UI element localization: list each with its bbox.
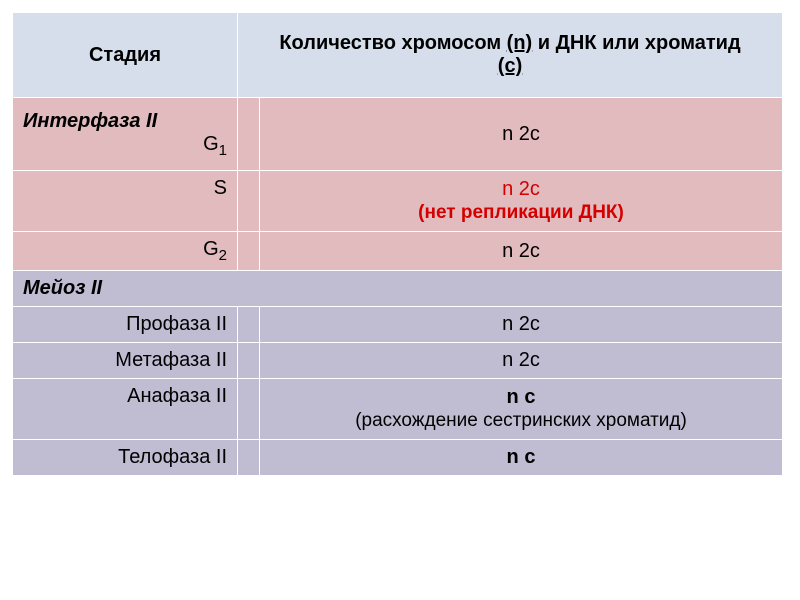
cell-prophase-stage: Профаза II xyxy=(13,307,238,343)
s-label: S xyxy=(214,177,227,199)
anaphase-label: Анафаза II xyxy=(127,385,227,407)
cell-s-value: n 2c (нет репликации ДНК) xyxy=(260,171,783,232)
anaphase-value: n c xyxy=(507,386,536,408)
cell-g1-stage: Интерфаза II G1 xyxy=(13,98,238,171)
cell-telophase-value: n c xyxy=(260,440,783,476)
row-prophase: Профаза II n 2c xyxy=(13,307,783,343)
s-value: n 2c xyxy=(502,178,540,200)
row-anaphase: Анафаза II n c (расхождение сестринских … xyxy=(13,379,783,440)
telophase-value: n c xyxy=(507,446,536,468)
cell-s-stage: S xyxy=(13,171,238,232)
header-stage-text: Стадия xyxy=(89,44,161,66)
header-value: Количество хромосом (n) и ДНК или хромат… xyxy=(238,13,783,98)
anaphase-note: (расхождение сестринских хроматид) xyxy=(355,410,687,431)
cell-g2-value: n 2c xyxy=(260,232,783,271)
meiosis-title-cell: Мейоз II xyxy=(13,271,783,307)
meiosis-table: Стадия Количество хромосом (n) и ДНК или… xyxy=(12,12,783,476)
g2-label-main: G xyxy=(203,238,219,260)
cell-g2-spacer xyxy=(238,232,260,271)
cell-g2-stage: G2 xyxy=(13,232,238,271)
row-metaphase: Метафаза II n 2c xyxy=(13,343,783,379)
header-stage: Стадия xyxy=(13,13,238,98)
g1-label-main: G xyxy=(203,133,219,155)
cell-metaphase-spacer xyxy=(238,343,260,379)
row-meiosis-title: Мейоз II xyxy=(13,271,783,307)
cell-g1-spacer xyxy=(238,98,260,171)
cell-telophase-spacer xyxy=(238,440,260,476)
s-note: (нет репликации ДНК) xyxy=(418,202,624,223)
g1-label-sub: 1 xyxy=(219,142,227,159)
row-telophase: Телофаза II n c xyxy=(13,440,783,476)
metaphase-label: Метафаза II xyxy=(115,349,227,371)
telophase-label: Телофаза II xyxy=(118,446,227,468)
metaphase-value: n 2c xyxy=(502,349,540,371)
row-g1: Интерфаза II G1 n 2c xyxy=(13,98,783,171)
prophase-value: n 2c xyxy=(502,313,540,335)
cell-anaphase-value: n c (расхождение сестринских хроматид) xyxy=(260,379,783,440)
cell-anaphase-stage: Анафаза II xyxy=(13,379,238,440)
g1-value: n 2c xyxy=(502,123,540,145)
cell-s-spacer xyxy=(238,171,260,232)
cell-metaphase-stage: Метафаза II xyxy=(13,343,238,379)
g2-label-sub: 2 xyxy=(219,247,227,264)
prophase-label: Профаза II xyxy=(126,313,227,335)
cell-prophase-spacer xyxy=(238,307,260,343)
g2-value: n 2c xyxy=(502,240,540,262)
row-g2: G2 n 2c xyxy=(13,232,783,271)
cell-anaphase-spacer xyxy=(238,379,260,440)
cell-metaphase-value: n 2c xyxy=(260,343,783,379)
table-container: Стадия Количество хромосом (n) и ДНК или… xyxy=(0,0,800,488)
header-row: Стадия Количество хромосом (n) и ДНК или… xyxy=(13,13,783,98)
cell-g1-value: n 2c xyxy=(260,98,783,171)
cell-prophase-value: n 2c xyxy=(260,307,783,343)
meiosis-title: Мейоз II xyxy=(23,277,102,299)
interphase-title: Интерфаза II xyxy=(23,110,227,133)
row-s: S n 2c (нет репликации ДНК) xyxy=(13,171,783,232)
cell-telophase-stage: Телофаза II xyxy=(13,440,238,476)
